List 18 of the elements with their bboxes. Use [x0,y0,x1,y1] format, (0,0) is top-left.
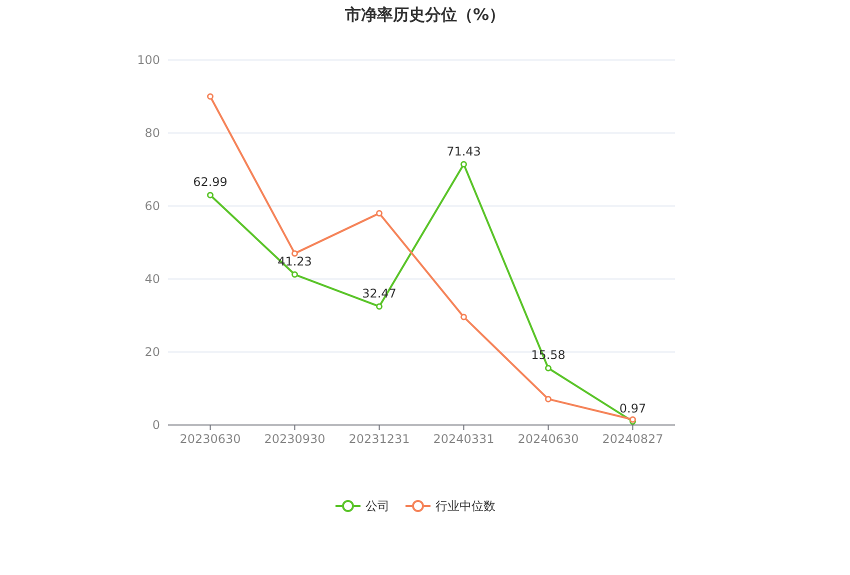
y-tick-label: 0 [152,418,160,432]
y-tick-label: 40 [144,272,160,286]
x-tick-label: 20240827 [602,432,664,446]
data-label: 71.43 [446,144,481,158]
x-tick-label: 20231231 [348,432,410,446]
y-tick-label: 100 [137,53,160,67]
legend-label: 公司 [366,499,390,513]
data-label: 62.99 [193,175,228,190]
y-tick-label: 20 [144,345,160,359]
x-tick-label: 20230930 [264,432,326,446]
x-tick-label: 20240331 [433,432,494,446]
y-tick-label: 60 [144,199,160,213]
x-tick-label: 20230630 [180,432,241,446]
data-label: 0.97 [619,401,646,416]
legend-label: 行业中位数 [436,499,496,513]
chart-title: 市净率历史分位（%） [344,5,506,24]
x-tick-label: 20240630 [518,432,579,446]
y-tick-label: 80 [144,126,160,140]
